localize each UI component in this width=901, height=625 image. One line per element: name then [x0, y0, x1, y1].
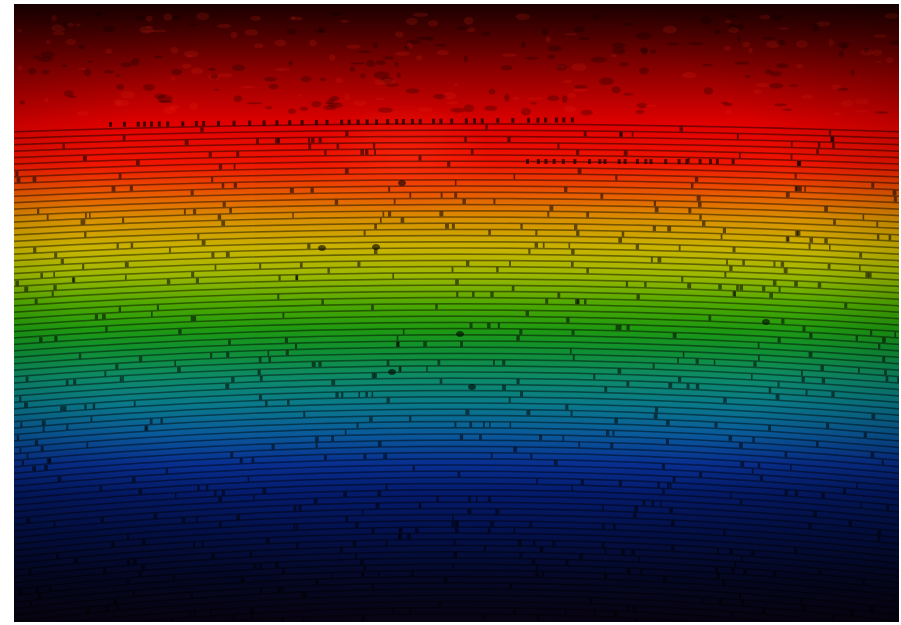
page: (() => { JSON.parse(document.getElementB…: [0, 0, 901, 625]
spectrum-image: [14, 4, 899, 622]
vignette: [14, 4, 899, 622]
